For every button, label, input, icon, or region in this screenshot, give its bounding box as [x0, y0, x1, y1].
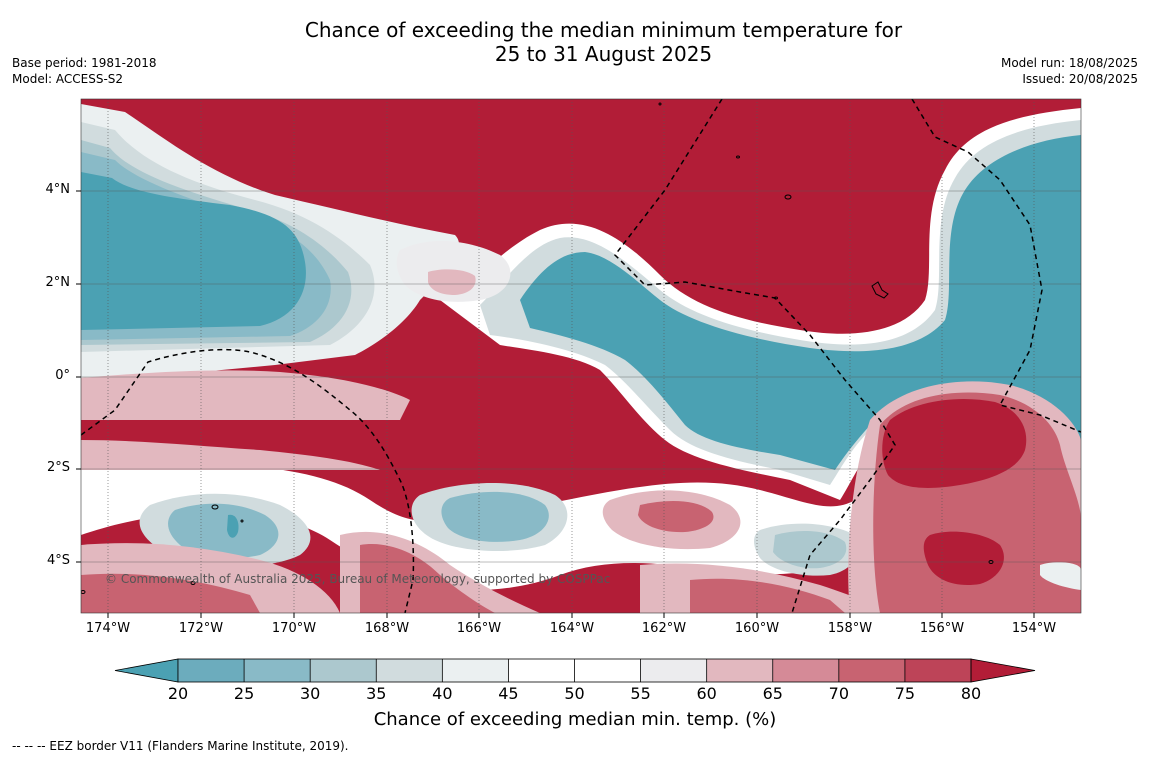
colorbar-tick-label: 50	[564, 684, 585, 703]
model-run-date: Model run: 18/08/2025	[1000, 56, 1138, 70]
colorbar-swatch	[442, 659, 509, 682]
colorbar-tick-label: 45	[498, 684, 519, 703]
colorbar-tick-label: 55	[630, 684, 651, 703]
lat-label-4n: 4°N	[45, 182, 71, 197]
title-line-2: 25 to 31 August 2025	[494, 42, 713, 66]
colorbar-swatch	[376, 659, 443, 682]
colorbar-swatch	[640, 659, 708, 682]
lon-label-154w: 154°W	[1011, 621, 1057, 636]
colorbar-tick-label: 30	[299, 684, 321, 703]
colorbar-tick-label: 80	[960, 684, 982, 703]
lon-label-164w: 164°W	[549, 621, 595, 636]
colorbar-swatch	[244, 659, 311, 682]
colorbar-extend-low	[114, 658, 179, 683]
colorbar	[114, 658, 1036, 683]
colorbar-tick-label: 60	[696, 684, 717, 703]
colorbar-tick-label: 40	[432, 684, 453, 703]
colorbar-tick-label: 25	[233, 684, 255, 703]
colorbar-swatch	[838, 659, 906, 682]
colorbar-swatch	[310, 659, 377, 682]
chart-title: Chance of exceeding the median minimum t…	[0, 18, 1150, 66]
colorbar-swatch	[772, 659, 840, 682]
colorbar-label: Chance of exceeding median min. temp. (%…	[373, 709, 777, 730]
lon-label-168w: 168°W	[364, 621, 410, 636]
lon-label-156w: 156°W	[919, 621, 965, 636]
eez-legend: -- -- -- EEZ border V11 (Flanders Marine…	[12, 739, 349, 753]
colorbar-swatch	[574, 659, 642, 682]
copyright-notice: © Commonwealth of Australia 2025, Bureau…	[105, 572, 611, 586]
lat-label-0: 0°	[55, 368, 70, 383]
colorbar-tick-label: 20	[167, 684, 189, 703]
lat-label-4s: 4°S	[46, 553, 70, 568]
forecast-field	[81, 99, 1081, 613]
base-period: Base period: 1981-2018	[12, 56, 157, 70]
light-warm-patch-north	[81, 240, 511, 470]
map-frame	[80, 98, 1082, 614]
run-info: Model run: 18/08/2025 Issued: 20/08/2025	[1001, 55, 1138, 87]
cool-region-northwest	[81, 104, 460, 378]
lon-label-166w: 166°W	[456, 621, 502, 636]
islands	[81, 102, 994, 594]
colorbar-swatch	[904, 659, 972, 682]
colorbar-extend-high	[970, 658, 1036, 683]
lat-label-2n: 2°N	[45, 275, 71, 290]
axis-ticks	[76, 190, 1035, 618]
lon-label-172w: 172°W	[178, 621, 224, 636]
lon-label-162w: 162°W	[641, 621, 687, 636]
lat-label-2s: 2°S	[46, 460, 70, 475]
graticule	[81, 99, 1081, 613]
colorbar-swatch	[508, 659, 575, 682]
warm-patches-south	[81, 490, 890, 613]
colorbar-swatch	[706, 659, 774, 682]
lon-label-174w: 174°W	[85, 621, 131, 636]
colorbar-tick-label: 70	[828, 684, 849, 703]
eez-borders	[81, 99, 1081, 613]
colorbar-swatch	[178, 659, 245, 682]
colorbar-tick-label: 75	[894, 684, 916, 703]
title-line-1: Chance of exceeding the median minimum t…	[304, 18, 903, 42]
colorbar-tick-label: 65	[762, 684, 783, 703]
lon-label-158w: 158°W	[827, 621, 873, 636]
model-info: Base period: 1981-2018 Model: ACCESS-S2	[12, 55, 157, 87]
lon-label-170w: 170°W	[271, 621, 317, 636]
lon-label-160w: 160°W	[734, 621, 780, 636]
model-name: Model: ACCESS-S2	[12, 72, 124, 86]
warm-region-east	[848, 381, 1081, 613]
issued-date: Issued: 20/08/2025	[1022, 72, 1138, 86]
colorbar-tick-label: 35	[366, 684, 387, 703]
